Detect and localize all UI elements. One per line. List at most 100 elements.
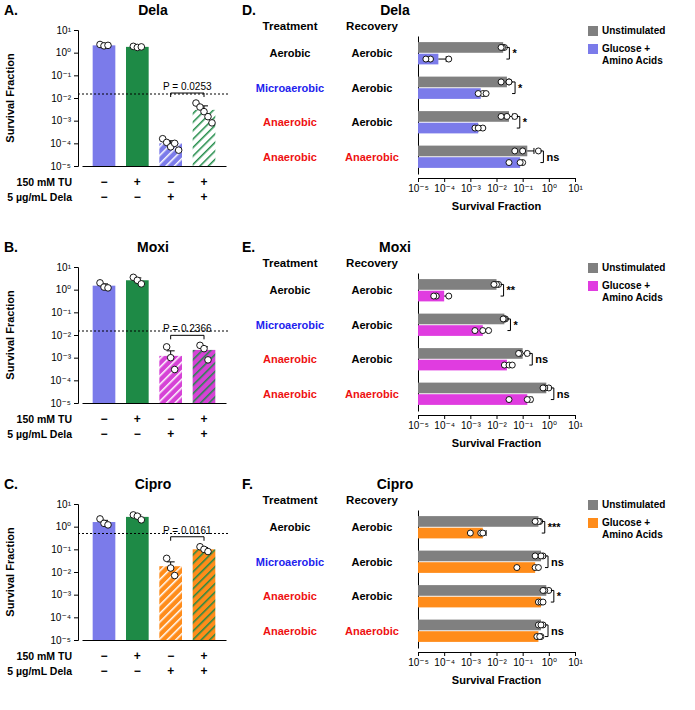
panel: B.Moxi10⁻⁵10⁻⁴10⁻³10⁻²10⁻¹10⁰10¹Survival… (4, 239, 228, 441)
legend-label: Unstimulated (602, 499, 665, 510)
tick-mark (497, 415, 498, 419)
replicate-point (205, 548, 212, 555)
tick: 10⁻³ (51, 589, 78, 600)
replicate-point (472, 328, 478, 334)
column-header: Recovery (346, 257, 398, 269)
replicate-point (446, 293, 452, 299)
plot-area (78, 274, 228, 403)
bar (418, 585, 546, 596)
bar (418, 348, 523, 359)
tick-mark (74, 166, 78, 167)
tick-label: 10⁻⁴ (50, 612, 71, 623)
row-label: Anaerobic (345, 388, 399, 400)
axis-title: Survival Fraction (452, 437, 542, 449)
tick: 10⁻² (51, 93, 78, 104)
panel-label: F. (242, 476, 253, 492)
replicate-point (498, 44, 504, 50)
bar (93, 522, 116, 640)
significance-bracket (512, 82, 515, 94)
condition-value: − (100, 649, 107, 663)
annotation: ns (535, 353, 548, 365)
tick-label: 10⁰ (542, 183, 557, 194)
tick-mark (74, 121, 78, 122)
bar (418, 325, 483, 336)
axis (83, 640, 227, 641)
tick-label: 10⁻² (487, 183, 507, 194)
row-label: Aerobic (352, 556, 393, 568)
condition-value: + (134, 649, 141, 663)
condition-label: 150 mM TU (17, 413, 72, 425)
tick-mark (74, 403, 78, 404)
tick: 10⁰ (542, 652, 557, 668)
tick-mark (418, 652, 419, 656)
row-label: Aerobic (270, 47, 311, 59)
tick-mark (523, 415, 524, 419)
title: Dela (380, 2, 410, 18)
tick-label: 10⁻⁵ (50, 398, 71, 409)
significance-bracket (171, 93, 204, 97)
bar (159, 143, 182, 166)
bar (418, 77, 507, 88)
condition-value: − (100, 175, 107, 189)
replicate-point (538, 622, 544, 628)
condition-label: 150 mM TU (17, 650, 72, 662)
replicate-point (138, 281, 145, 288)
bar (418, 42, 503, 53)
replicate-point (506, 79, 512, 85)
panel: A.Dela10⁻⁵10⁻⁴10⁻³10⁻²10⁻¹10⁰10¹Survival… (4, 2, 228, 204)
tick-label: 10¹ (57, 262, 72, 273)
replicate-point (514, 565, 520, 571)
replicate-point (480, 328, 486, 334)
tick-mark (74, 335, 78, 336)
tick-label: 10⁻³ (51, 589, 71, 600)
tick-mark (444, 652, 445, 656)
replicate-point (475, 125, 481, 131)
tick-label: 10⁻¹ (513, 657, 533, 668)
replicate-point (171, 572, 178, 579)
title: Moxi (379, 239, 411, 255)
row-label: Microaerobic (256, 319, 324, 331)
bar (418, 123, 478, 134)
tick-label: 10⁻² (487, 420, 507, 431)
bar (193, 350, 216, 403)
title: Cipro (135, 476, 172, 492)
tick-label: 10⁰ (56, 284, 71, 295)
condition-value: + (167, 190, 174, 204)
significance-bracket (542, 521, 545, 533)
tick-mark (74, 312, 78, 313)
tick-label: 10⁻⁴ (50, 375, 71, 386)
tick: 10⁻⁴ (50, 138, 78, 149)
tick-mark (74, 504, 78, 505)
tick: 10⁻² (487, 178, 507, 194)
replicate-point (506, 79, 512, 85)
axis-line (74, 268, 79, 404)
axis (83, 166, 227, 167)
condition-label: 5 µg/mL Dela (7, 191, 72, 203)
axis-title: Survival Fraction (4, 290, 16, 380)
tick-label: 10⁻⁵ (50, 161, 71, 172)
condition-value: − (134, 427, 141, 441)
axis-title: Survival Fraction (452, 200, 542, 212)
row-label: Anaerobic (345, 151, 399, 163)
annotation: P = 0.0253 (163, 81, 212, 92)
panel: D.DelaTreatmentRecovery10⁻⁵10⁻⁴10⁻³10⁻²1… (242, 2, 665, 212)
annotation: P = 0.2366 (163, 323, 212, 334)
tick-mark (74, 572, 78, 573)
tick: 10⁻⁵ (50, 398, 78, 409)
row-label: Aerobic (352, 353, 393, 365)
tick-label: 10⁻⁴ (434, 657, 455, 668)
row-label: Anaerobic (263, 590, 317, 602)
replicate-point (498, 113, 504, 119)
bar (418, 291, 444, 302)
bar (126, 280, 149, 403)
tick-label: 10⁰ (542, 420, 557, 431)
annotation: * (557, 590, 562, 602)
condition-value: − (134, 664, 141, 678)
tick: 10⁻¹ (51, 70, 78, 81)
tick-mark (74, 358, 78, 359)
tick-label: 10⁻¹ (51, 70, 71, 81)
bar (126, 517, 149, 640)
tick-label: 10⁻⁴ (50, 138, 71, 149)
legend-swatch (588, 518, 598, 528)
annotation: ns (546, 151, 559, 163)
